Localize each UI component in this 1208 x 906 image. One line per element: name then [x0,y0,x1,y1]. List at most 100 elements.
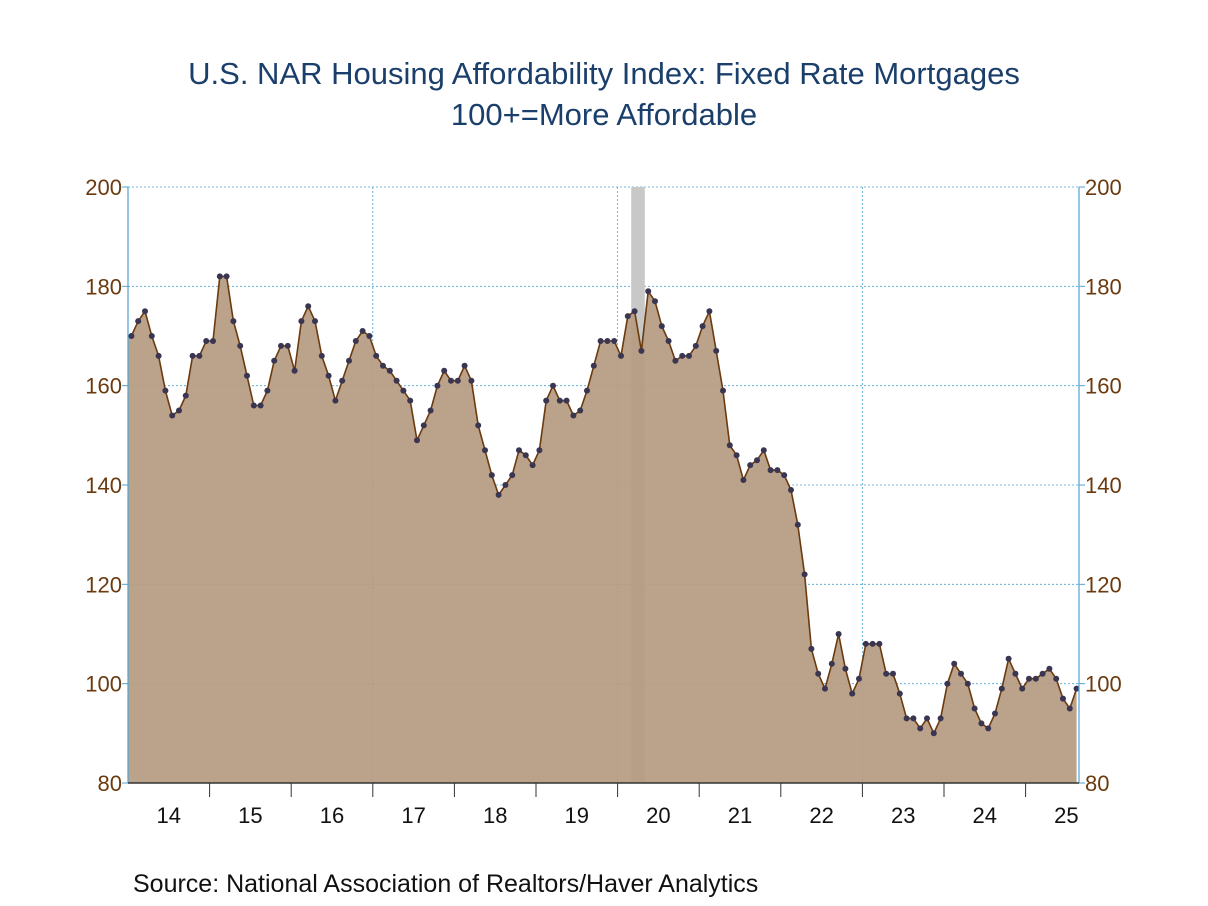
data-point [488,472,495,479]
data-point [556,397,563,404]
data-point [903,715,910,722]
data-point [305,303,312,310]
data-point [958,670,964,677]
data-point [686,352,692,359]
y-tick-label-left: 100 [85,672,122,697]
y-tick-label-left: 180 [85,274,122,299]
data-point [822,685,828,692]
data-point [291,367,298,374]
tick-labels: 80 80 100 100 120 120 140 140 160 160 180 180 200 200… [85,175,1121,828]
data-point [196,352,203,359]
data-point [754,457,760,464]
data-point [257,402,264,409]
y-tick-label-left: 80 [98,771,122,796]
x-tick-label: 24 [973,803,997,828]
data-point [720,387,726,394]
data-point [665,338,672,344]
x-tick-label: 17 [401,803,425,828]
data-point [407,397,414,404]
data-point [359,328,366,334]
source-note: Source: National Association of Realtors… [133,870,759,898]
data-point [536,447,543,454]
data-point [1060,695,1066,702]
data-point [590,362,597,369]
data-point [468,377,475,384]
data-point [726,442,733,449]
data-point [142,308,148,315]
data-point [502,482,509,488]
chart-subtitle: 100+=More Affordable [450,97,758,132]
y-tick-label-right: 120 [1085,572,1122,597]
data-point [998,685,1005,692]
data-point [1053,675,1060,682]
data-point [978,720,985,727]
series-markers [128,273,1080,737]
data-point [910,715,917,722]
data-point [828,660,835,667]
data-point [944,680,951,687]
data-point [788,487,794,493]
data-point [1039,670,1046,677]
data-point [230,318,237,325]
y-tick-label-right: 80 [1085,771,1109,796]
data-point [992,710,998,717]
data-point [509,472,516,479]
data-point [135,318,142,325]
data-point [570,412,577,419]
chart-title: U.S. NAR Housing Affordability Index: Fi… [188,56,1020,91]
data-point [529,462,536,469]
data-point [298,318,305,325]
data-point [692,342,699,349]
area-fill [128,276,1077,783]
data-point [482,447,488,454]
series-area [128,275,1078,783]
data-point [325,372,332,379]
data-point [604,338,611,344]
data-point [937,715,944,722]
y-tick-label-right: 140 [1085,473,1122,498]
data-point [1005,655,1012,662]
data-point [1032,675,1039,682]
data-point [631,308,638,315]
data-point [366,333,373,339]
data-point [516,447,522,454]
y-tick-label-right: 100 [1085,672,1122,697]
data-point [971,705,978,712]
data-point [352,338,359,344]
data-point [420,422,427,429]
data-point [577,407,584,414]
data-point [278,342,284,349]
y-tick-label-left: 200 [85,175,122,200]
x-tick-label: 14 [157,803,181,828]
data-point [182,392,189,399]
data-point [454,377,461,384]
data-point [917,725,924,732]
data-point [896,690,903,697]
data-point [1019,685,1026,692]
x-tick-label: 19 [565,803,589,828]
data-point [448,377,454,384]
data-point [312,318,318,325]
data-point [495,491,502,498]
y-tick-label-right: 200 [1085,175,1122,200]
data-point [393,377,400,384]
data-point [148,333,155,339]
data-point [244,372,250,379]
data-point [216,273,223,280]
data-point [658,323,665,330]
data-point [706,308,713,315]
data-point [522,452,529,459]
data-point [883,670,890,677]
data-point [176,407,182,414]
data-point [189,352,196,359]
data-point [808,645,815,652]
data-point [767,467,774,474]
y-tick-label-right: 180 [1085,274,1122,299]
data-point [747,462,754,469]
data-point [414,437,420,444]
data-point [1012,670,1019,677]
x-tick-label: 18 [483,803,507,828]
data-point [332,397,339,404]
data-point [400,387,407,394]
